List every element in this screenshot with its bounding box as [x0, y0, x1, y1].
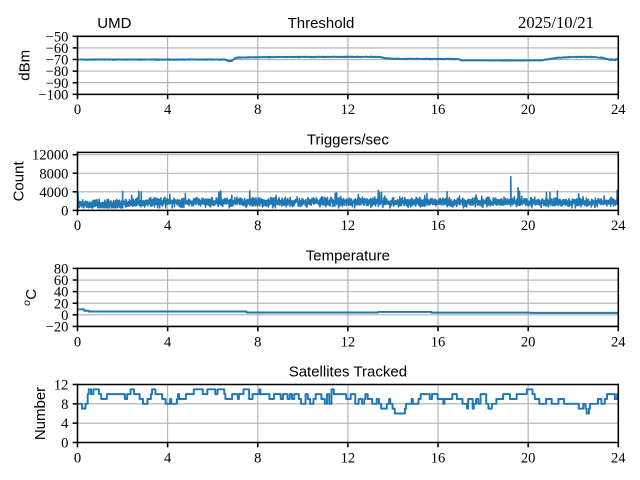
- svg-text:8: 8: [254, 218, 261, 234]
- svg-text:12: 12: [341, 334, 356, 350]
- svg-text:−90: −90: [46, 76, 69, 92]
- svg-text:8: 8: [61, 397, 68, 413]
- svg-text:Satellites Tracked: Satellites Tracked: [289, 363, 407, 380]
- svg-text:24: 24: [611, 450, 626, 466]
- svg-text:−20: −20: [46, 320, 69, 336]
- svg-text:20: 20: [521, 218, 536, 234]
- svg-text:8: 8: [254, 450, 261, 466]
- svg-text:Number: Number: [32, 387, 49, 440]
- svg-text:0: 0: [74, 102, 81, 118]
- svg-text:−70: −70: [46, 53, 69, 69]
- svg-text:24: 24: [611, 102, 626, 118]
- svg-text:4: 4: [164, 334, 172, 350]
- svg-text:12: 12: [341, 218, 356, 234]
- svg-text:−50: −50: [46, 29, 69, 45]
- svg-text:12: 12: [341, 450, 356, 466]
- svg-text:0: 0: [61, 308, 68, 324]
- svg-text:dBm: dBm: [17, 50, 34, 81]
- svg-text:4: 4: [164, 218, 172, 234]
- svg-text:16: 16: [431, 334, 446, 350]
- svg-text:12: 12: [341, 102, 356, 118]
- svg-text:0: 0: [74, 450, 81, 466]
- svg-text:2025/10/21: 2025/10/21: [518, 13, 594, 32]
- svg-text:24: 24: [611, 334, 626, 350]
- svg-text:12: 12: [54, 378, 69, 394]
- svg-text:0: 0: [61, 436, 68, 452]
- svg-text:Threshold: Threshold: [288, 15, 355, 32]
- svg-text:20: 20: [521, 450, 536, 466]
- svg-text:4: 4: [164, 450, 172, 466]
- svg-text:−60: −60: [46, 41, 69, 57]
- svg-text:−100: −100: [38, 87, 68, 103]
- svg-text:20: 20: [521, 334, 536, 350]
- svg-text:0: 0: [74, 334, 81, 350]
- svg-text:16: 16: [431, 450, 446, 466]
- svg-text:Triggers/sec: Triggers/sec: [307, 131, 389, 148]
- svg-text:Temperature: Temperature: [306, 247, 390, 264]
- svg-text:4000: 4000: [39, 185, 68, 201]
- svg-text:16: 16: [431, 102, 446, 118]
- svg-text:Count: Count: [10, 161, 27, 202]
- svg-text:o C: o C: [10, 289, 40, 306]
- svg-text:16: 16: [431, 218, 446, 234]
- svg-text:4: 4: [164, 102, 172, 118]
- svg-text:4: 4: [61, 416, 69, 432]
- svg-text:80: 80: [54, 261, 69, 277]
- svg-text:−80: −80: [46, 64, 69, 80]
- svg-text:0: 0: [61, 203, 68, 219]
- svg-text:0: 0: [74, 218, 81, 234]
- svg-text:20: 20: [521, 102, 536, 118]
- svg-text:UMD: UMD: [97, 15, 131, 32]
- svg-text:20: 20: [54, 296, 69, 312]
- svg-text:8: 8: [254, 102, 261, 118]
- svg-text:8000: 8000: [39, 166, 68, 182]
- svg-text:12000: 12000: [32, 148, 68, 164]
- svg-text:60: 60: [54, 273, 69, 289]
- svg-text:24: 24: [611, 218, 626, 234]
- svg-text:8: 8: [254, 334, 261, 350]
- svg-text:40: 40: [54, 285, 69, 301]
